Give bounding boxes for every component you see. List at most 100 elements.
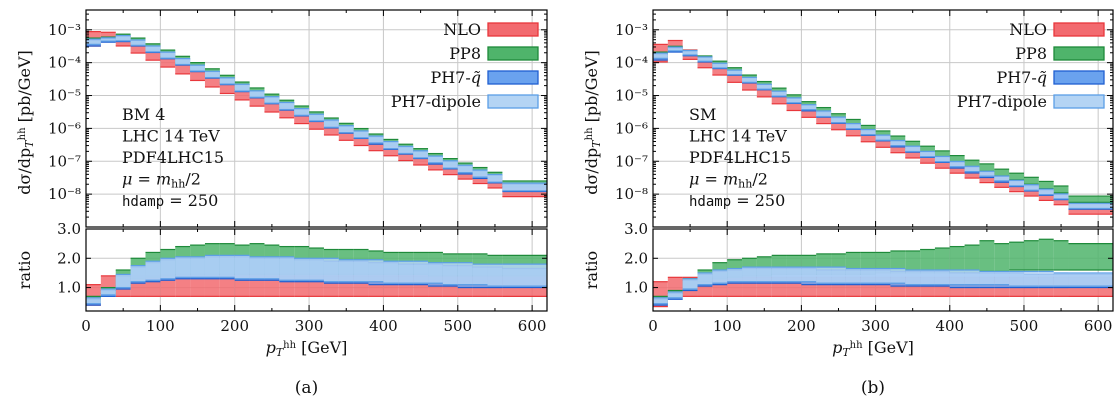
band-bin [1009,173,1024,180]
ratio-bin [994,243,1010,272]
ratio-bin [890,250,906,273]
ratio-bin [845,268,861,284]
band-bin [697,58,713,68]
ratio-bin [742,267,757,282]
ratio-bin [905,270,921,285]
band-bin [145,45,161,52]
legend-swatch [487,22,539,37]
band-bin [905,148,921,158]
band-bin [1038,189,1054,195]
ratio-bin [801,267,817,282]
ratio-bin [264,275,280,297]
legend-swatch [487,94,539,109]
ratio-bin [653,297,668,304]
band-bin [816,110,832,117]
band-bin [160,52,176,59]
band-bin [742,77,757,83]
ratio-bin [279,256,295,281]
band-bin [1023,177,1039,185]
panel-caption: (a) [295,378,318,398]
band-bin [890,140,906,146]
ratio-bin [338,259,354,282]
y-tick-label: 2.0 [57,249,81,267]
band-bin [398,146,414,154]
band-bin [219,77,235,85]
band-bin [204,71,220,78]
band-bin [1053,185,1069,193]
ratio-plot-area [86,243,547,306]
ratio-bin [964,245,980,273]
ratio-bin [816,267,832,284]
band-bin [190,70,205,81]
info-line: SM [689,105,716,124]
band-bin [204,76,220,87]
ratio-bin [204,255,220,278]
x-tick-label: 0 [648,317,658,335]
band-bin [786,101,802,111]
band-bin [920,153,935,164]
x-tick-label: 0 [81,317,91,335]
ratio-bin [1009,242,1024,270]
band-bin [742,80,757,91]
legend-swatch [1053,94,1105,109]
band-bin [413,150,429,158]
band-bin [368,136,384,143]
ratio-bin [1023,240,1039,270]
y-tick-label: 10⁻³ [48,21,81,39]
panel-caption: (b) [861,378,885,398]
band-bin [845,119,861,126]
band-bin [100,32,116,41]
band-bin [383,145,399,156]
chart-panel-a: 10⁻³ 10⁻⁴ 10⁻⁵ 10⁻⁶ 10⁻⁷ 10⁻⁸ 3.0 2.0 1.0 0 100 200… [15,9,548,398]
band-bin [309,114,324,121]
ratio-bin [905,250,921,273]
ratio-bin [875,252,891,273]
band-bin [190,65,205,72]
top-plot-area [86,31,547,198]
band-bin [264,96,280,104]
band-bin [279,107,295,118]
x-tick-label: 100 [146,317,175,335]
band-bin [130,39,146,46]
ratio-bin [1009,271,1024,287]
y-axis-label: dσ/dpThh [pb/GeV] [15,50,36,195]
legend-label: PP8 [1015,44,1047,63]
info-hdamp: hdamp = 250 [122,191,218,210]
legend-label: NLO [443,20,481,39]
legend-swatch [487,70,539,85]
band-bin [756,84,772,90]
info-hdamp: hdamp = 250 [689,191,785,210]
band-bin [845,123,861,129]
info-scale: μ = mhh/2 [122,170,201,191]
ratio-bin [1023,271,1039,287]
ratio-bin [472,264,488,285]
ratio-frame [652,228,1114,312]
ratio-series-PH7-dipole [653,266,1113,305]
band-bin [338,125,354,133]
ratio-bin [860,268,876,284]
band-bin [949,161,965,167]
ratio-bin [428,262,443,284]
x-tick-label: 500 [1010,317,1039,335]
band-bin [890,143,906,153]
y-tick-label: 10⁻⁶ [615,119,648,137]
x-tick-label: 200 [787,317,816,335]
ratio-bin [100,289,116,295]
band-bin [160,56,176,68]
band-bin [353,130,369,138]
band-bin [115,35,131,41]
band-bin [86,39,101,45]
ratio-bin [115,274,131,288]
ratio-bin [502,264,547,287]
ratio-bin [949,246,965,273]
band-bin [100,37,116,42]
ratio-frame [85,228,548,312]
band-bin [502,183,547,191]
band-bin [934,150,950,158]
ratio-bin [145,261,161,281]
x-tick-label: 600 [1084,317,1113,335]
x-tick-label: 600 [518,317,547,335]
ratio-bin [890,268,906,284]
ratio-bin [682,278,698,290]
band-bin [905,141,921,148]
